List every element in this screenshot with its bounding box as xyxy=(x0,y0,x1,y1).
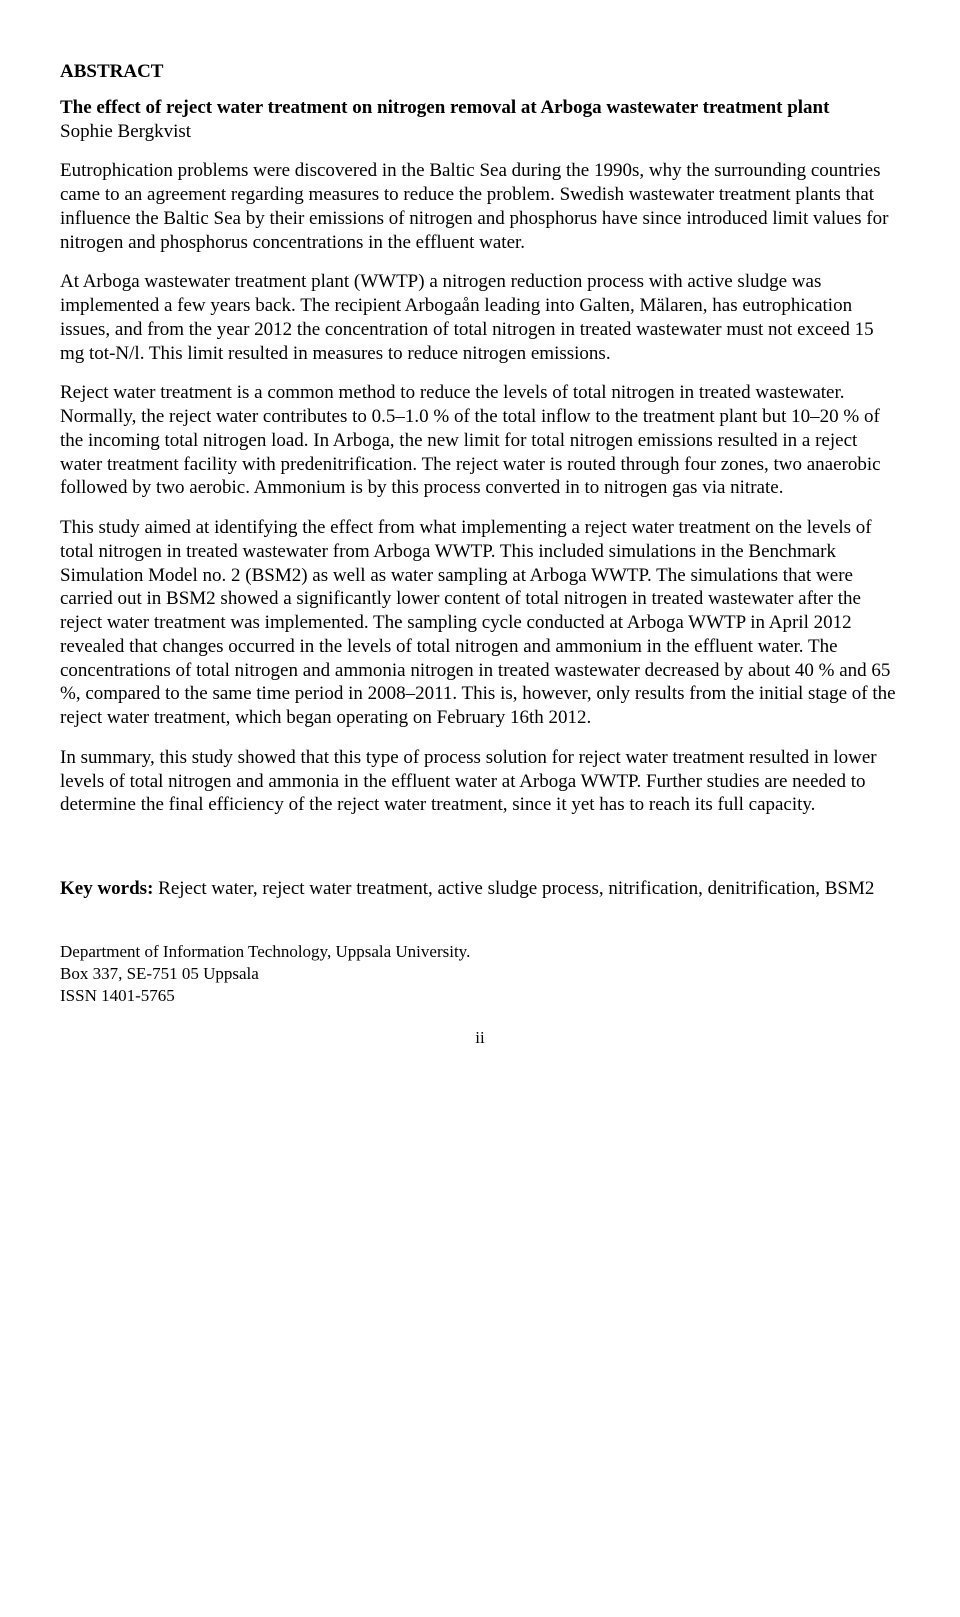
keywords-line: Key words: Reject water, reject water tr… xyxy=(60,877,900,901)
abstract-paragraph-4: This study aimed at identifying the effe… xyxy=(60,516,900,730)
department-block: Department of Information Technology, Up… xyxy=(60,941,900,1007)
abstract-paragraph-5: In summary, this study showed that this … xyxy=(60,746,900,817)
author-name: Sophie Bergkvist xyxy=(60,120,900,144)
page-number: ii xyxy=(60,1027,900,1048)
abstract-paragraph-1: Eutrophication problems were discovered … xyxy=(60,159,900,254)
keywords-label: Key words: xyxy=(60,878,153,899)
keywords-text: Reject water, reject water treatment, ac… xyxy=(153,878,874,899)
department-line-2: Box 337, SE-751 05 Uppsala xyxy=(60,963,900,985)
paper-title: The effect of reject water treatment on … xyxy=(60,96,900,120)
abstract-paragraph-3: Reject water treatment is a common metho… xyxy=(60,381,900,500)
department-line-3: ISSN 1401-5765 xyxy=(60,985,900,1007)
abstract-paragraph-2: At Arboga wastewater treatment plant (WW… xyxy=(60,270,900,365)
abstract-heading: ABSTRACT xyxy=(60,60,900,84)
department-line-1: Department of Information Technology, Up… xyxy=(60,941,900,963)
